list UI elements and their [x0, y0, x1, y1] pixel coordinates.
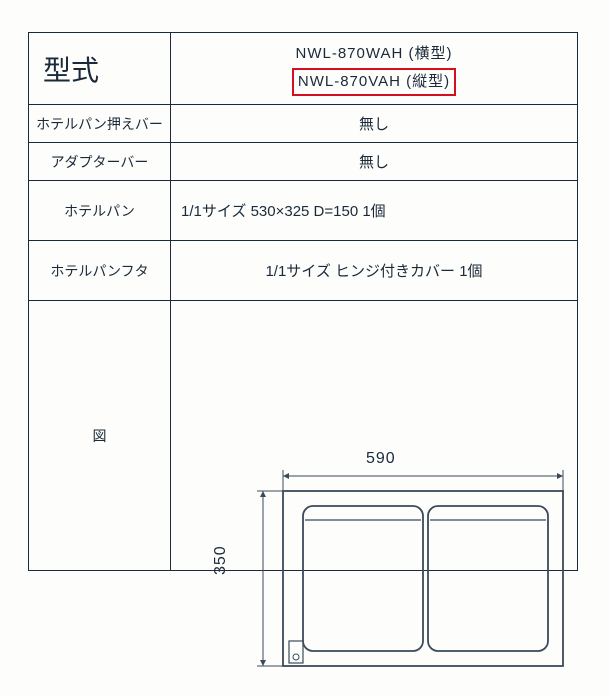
- model-highlighted-text: NWL-870VAH (縦型): [298, 73, 450, 90]
- label-holdbar: ホテルパン押えバー: [29, 105, 171, 143]
- label-model: 型式: [29, 33, 171, 105]
- value-model: NWL-870WAH (横型) NWL-870VAH (縦型): [171, 33, 578, 105]
- label-figure: 図: [29, 301, 171, 571]
- value-hotelpan: 1/1サイズ 530×325 D=150 1個: [171, 181, 578, 241]
- diagram-cell: 590 350: [171, 301, 578, 571]
- value-adapter: 無し: [171, 143, 578, 181]
- value-lid: 1/1サイズ ヒンジ付きカバー 1個: [171, 241, 578, 301]
- model-main-text: NWL-870WAH (横型): [296, 45, 453, 62]
- spec-table: 型式 NWL-870WAH (横型) NWL-870VAH (縦型) ホテルパン…: [28, 32, 578, 571]
- diagram-svg: [203, 446, 583, 696]
- model-highlight-box: NWL-870VAH (縦型): [292, 68, 456, 96]
- value-holdbar: 無し: [171, 105, 578, 143]
- label-adapter: アダプターバー: [29, 143, 171, 181]
- label-hotelpan: ホテルパン: [29, 181, 171, 241]
- label-lid: ホテルパンフタ: [29, 241, 171, 301]
